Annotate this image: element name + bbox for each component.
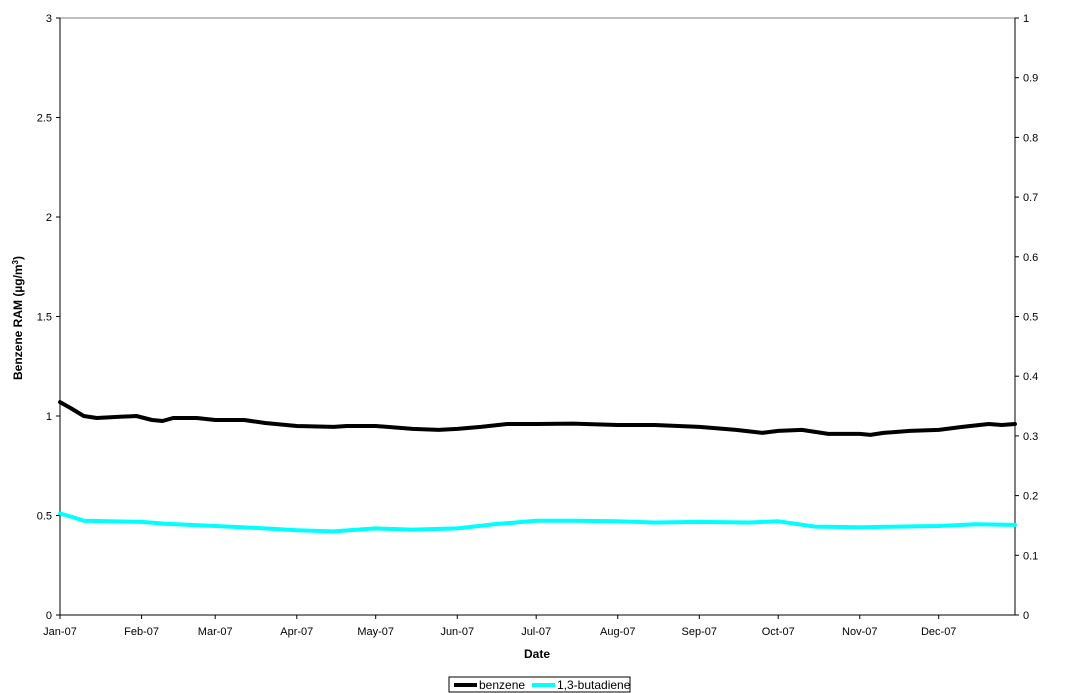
y-right-tick-label: 0.5 <box>1023 312 1038 324</box>
x-tick-label: Oct-07 <box>762 626 795 638</box>
y-right-tick-label: 0 <box>1023 610 1029 622</box>
y-left-tick-label: 2 <box>46 212 52 224</box>
x-tick-label: Sep-07 <box>682 626 717 638</box>
x-axis: Jan-07 Feb-07 Mar-07 Apr-07 May-07 Jun-07 Jul-… <box>43 614 1015 638</box>
y-left-tick-label: 0.5 <box>37 511 52 523</box>
x-tick-label: Aug-07 <box>600 626 635 638</box>
y-right-tick-label: 0.6 <box>1023 252 1038 264</box>
x-tick-label: Jun-07 <box>440 626 474 638</box>
y-left-axis: 0 0.5 1 1.5 2 2.5 3 <box>37 13 61 622</box>
legend: benzene 1,3-butadiene <box>448 676 631 693</box>
x-tick-label: Jul-07 <box>521 626 551 638</box>
y-axis-label: Benzene RAM (µg/m3) <box>11 256 26 380</box>
y-right-tick-label: 0.7 <box>1023 192 1038 204</box>
x-tick-label: Dec-07 <box>921 626 956 638</box>
y-left-tick-label: 1.5 <box>37 312 52 324</box>
y-right-tick-label: 0.3 <box>1023 431 1038 443</box>
y-right-axis: 0 0.1 0.2 0.3 0.4 0.5 0.6 0.7 0.8 0.9 1 <box>1014 13 1038 622</box>
x-tick-label: Mar-07 <box>198 626 233 638</box>
x-tick-label: May-07 <box>357 626 394 638</box>
y-right-tick-label: 0.9 <box>1023 73 1038 85</box>
y-right-tick-label: 0.8 <box>1023 132 1038 144</box>
y-left-tick-label: 3 <box>46 13 52 25</box>
series-layer <box>58 400 1017 534</box>
x-tick-label: Jan-07 <box>43 626 77 638</box>
y-right-tick-label: 0.2 <box>1023 491 1038 503</box>
legend-label-benzene: benzene <box>479 678 525 692</box>
y-right-tick-label: 1 <box>1023 13 1029 25</box>
plot-area <box>59 17 1016 616</box>
x-tick-label: Nov-07 <box>842 626 877 638</box>
y-right-tick-label: 0.4 <box>1023 371 1038 383</box>
x-axis-label: Date <box>524 647 550 661</box>
y-left-tick-label: 2.5 <box>37 113 52 125</box>
legend-label-butadiene: 1,3-butadiene <box>557 678 631 692</box>
x-tick-label: Feb-07 <box>124 626 159 638</box>
y-right-tick-label: 0.1 <box>1023 550 1038 562</box>
series-line-butadiene <box>58 511 1017 534</box>
y-left-tick-label: 0 <box>46 610 52 622</box>
series-line-benzene <box>58 400 1017 437</box>
y-left-tick-label: 1 <box>46 411 52 423</box>
x-tick-label: Apr-07 <box>280 626 313 638</box>
